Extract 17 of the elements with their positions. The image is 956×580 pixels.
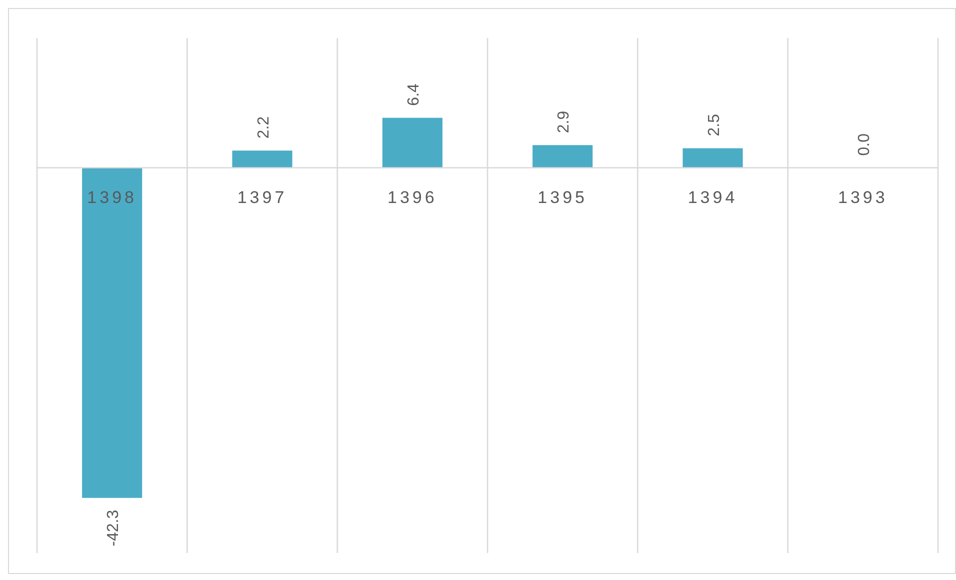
data-label: 2.5	[706, 114, 723, 136]
bar	[82, 168, 142, 498]
bar	[382, 118, 442, 168]
x-tick-label: 1398	[87, 188, 137, 207]
bar	[532, 145, 593, 168]
bar	[232, 150, 292, 168]
x-tick-label: 1394	[688, 188, 738, 207]
x-tick-label: 1395	[538, 188, 588, 207]
data-label: 2.9	[556, 110, 573, 134]
data-label: -42.3	[105, 510, 122, 546]
bar	[682, 148, 743, 168]
data-label: 6.4	[405, 83, 422, 106]
data-label: 2.2	[255, 116, 272, 139]
x-tick-label: 1397	[237, 188, 288, 207]
data-label: 0.0	[856, 133, 873, 156]
x-tick-label: 1393	[838, 188, 888, 207]
x-tick-label: 1396	[388, 188, 438, 207]
